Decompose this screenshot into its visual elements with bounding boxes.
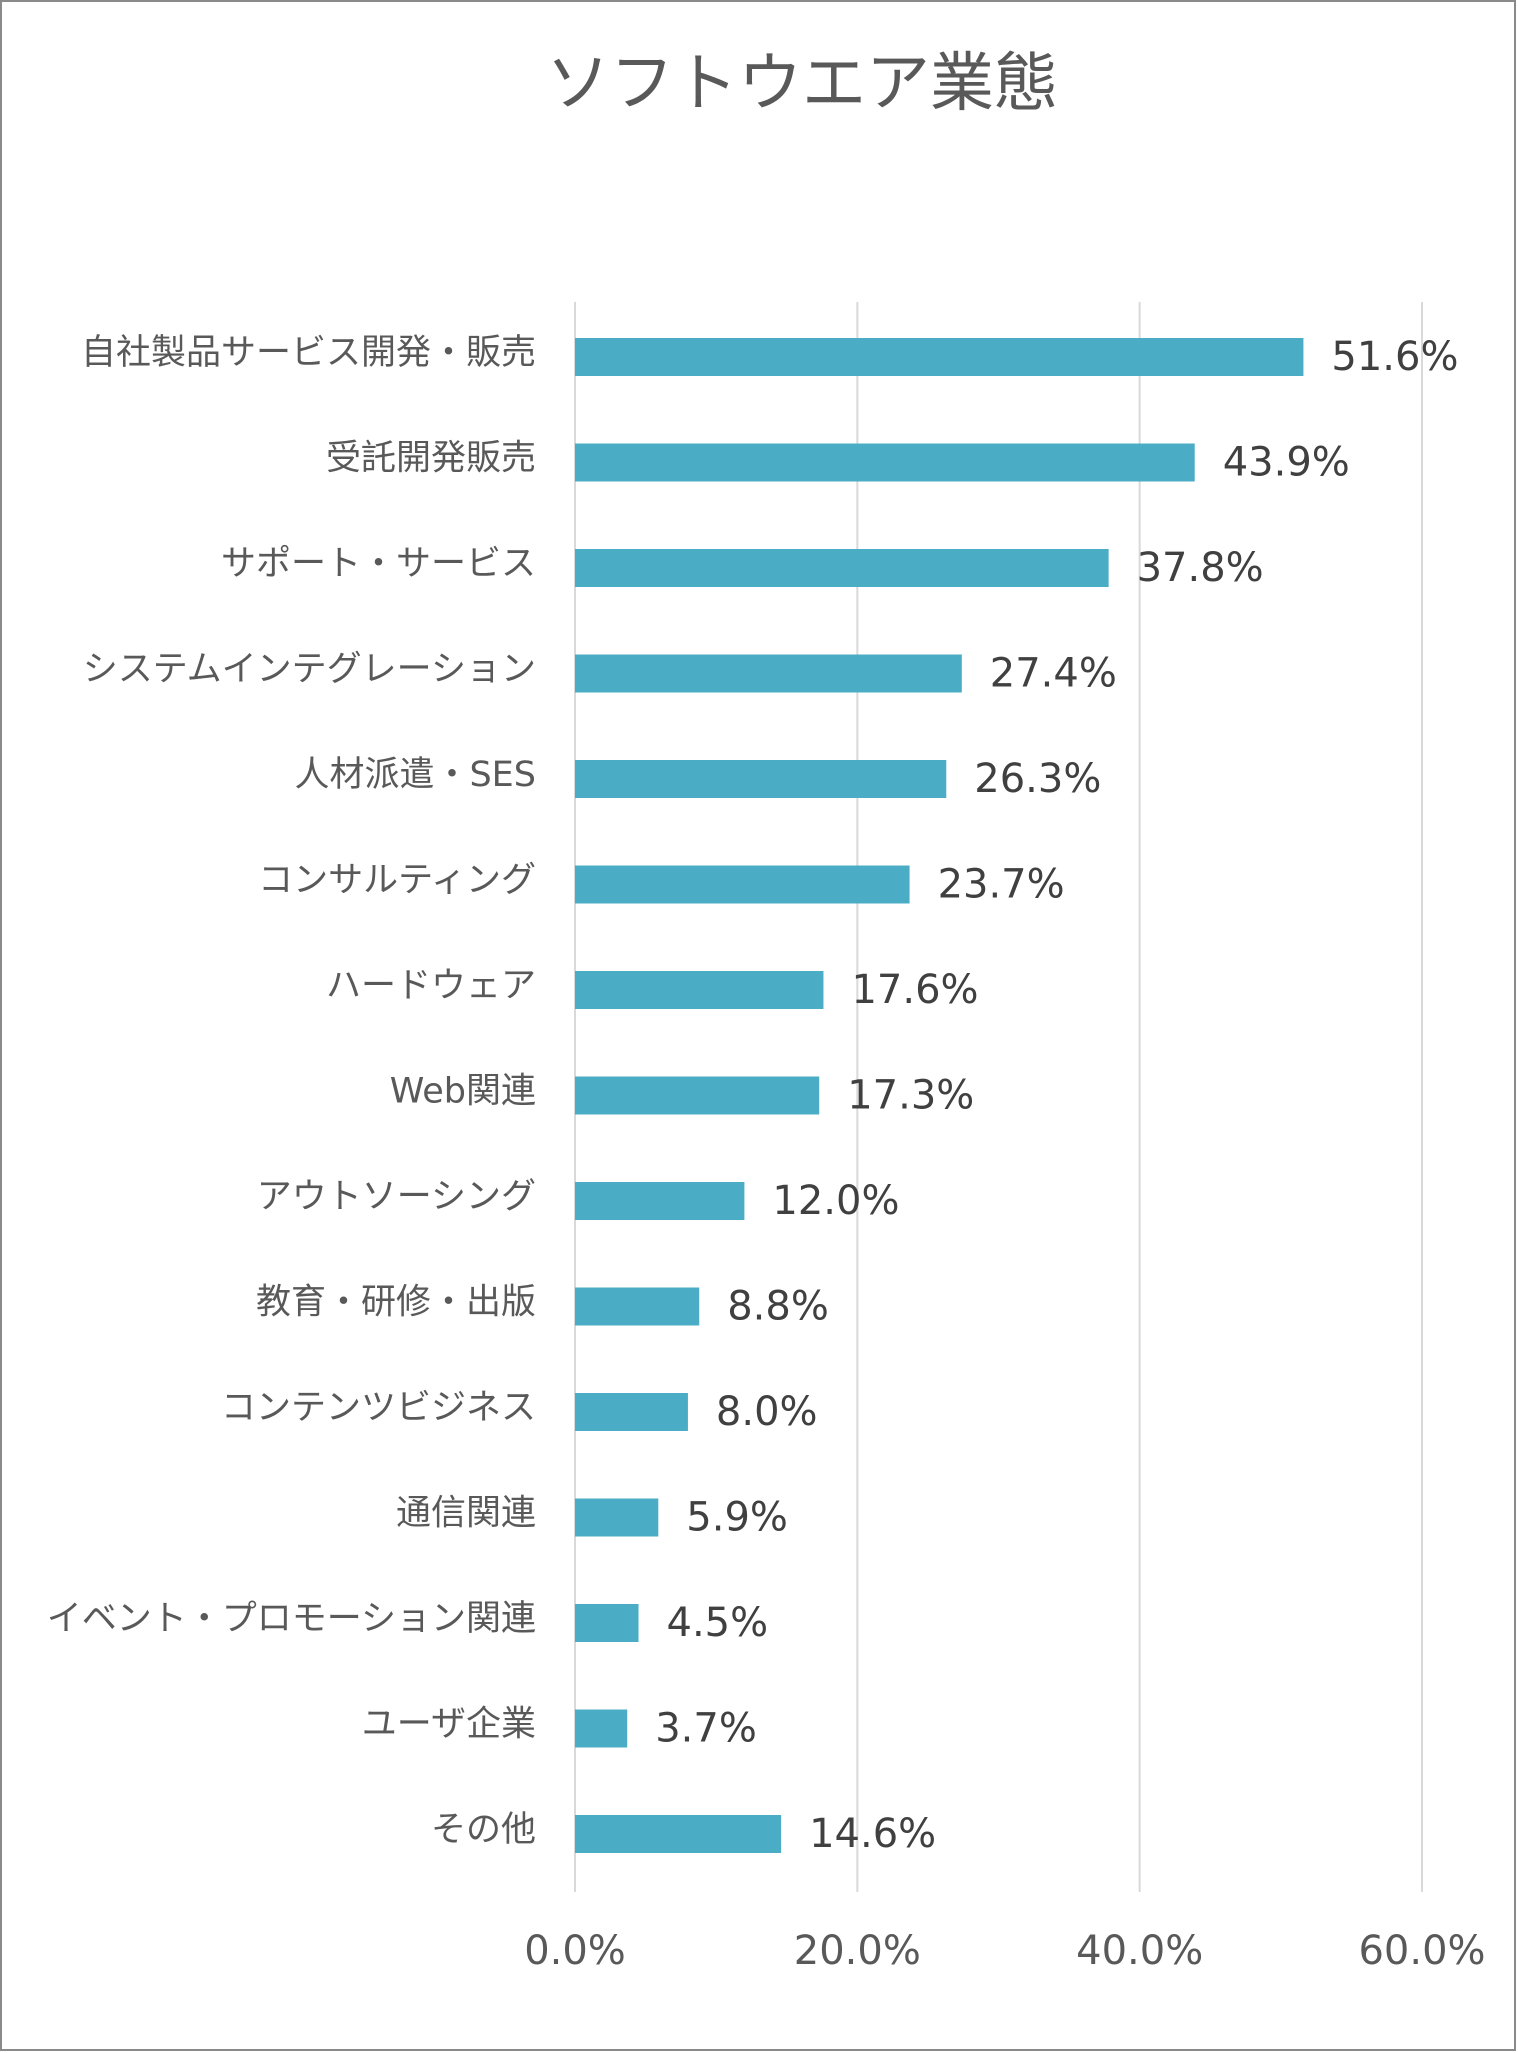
bar [575, 1815, 782, 1853]
chart-title: ソフトウエア業態 [546, 47, 1058, 121]
x-tick-label: 40.0% [1076, 1928, 1203, 1974]
category-labels: 自社製品サービス開発・販売受託開発販売サポート・サービスシステムインテグレーショ… [47, 333, 536, 1850]
value-label: 4.5% [667, 1600, 769, 1646]
bar [575, 338, 1304, 376]
value-label: 26.3% [974, 756, 1101, 802]
bar [575, 1287, 700, 1326]
category-label: Web関連 [390, 1072, 536, 1112]
value-labels: 51.6% 43.9% 37.8% 27.4% 26.3% 23.7% 17.6% 17.3%… [655, 334, 1458, 1857]
category-label: システムインテグレーション [83, 650, 536, 690]
category-label: 人材派遣・SES [294, 755, 536, 795]
category-label: イベント・プロモーション関連 [47, 1599, 536, 1639]
bar [575, 865, 910, 904]
category-label: ハードウェア [326, 966, 536, 1006]
x-axis-tick-labels: 0.0% 20.0% 40.0% 60.0% [524, 1928, 1485, 1974]
value-label: 43.9% [1223, 440, 1350, 486]
value-label: 17.3% [847, 1073, 974, 1119]
bar [575, 1182, 745, 1220]
category-label: アウトソーシング [257, 1177, 536, 1217]
value-label: 37.8% [1137, 545, 1264, 591]
x-tick-label: 60.0% [1358, 1928, 1485, 1974]
bars [575, 338, 1304, 1853]
bar [575, 549, 1109, 587]
x-tick-label: 0.0% [524, 1928, 626, 1974]
category-label: 受託開発販売 [326, 439, 536, 479]
bar [575, 654, 962, 693]
category-label: コンサルティング [258, 861, 536, 901]
value-label: 51.6% [1331, 334, 1458, 380]
bar [575, 1498, 659, 1537]
category-label: 通信関連 [396, 1494, 536, 1534]
value-label: 5.9% [686, 1495, 788, 1541]
value-label: 3.7% [655, 1706, 757, 1752]
category-label: ユーザ企業 [362, 1705, 536, 1745]
bar [575, 443, 1195, 482]
bar [575, 971, 824, 1009]
value-label: 17.6% [851, 967, 978, 1013]
bar [575, 760, 947, 798]
value-label: 27.4% [990, 651, 1117, 697]
value-label: 8.8% [727, 1284, 829, 1330]
category-label: その他 [431, 1810, 536, 1850]
category-label: 自社製品サービス開発・販売 [81, 333, 536, 373]
bar [575, 1076, 820, 1115]
x-tick-label: 20.0% [794, 1928, 921, 1974]
bar [575, 1393, 688, 1431]
bar [575, 1709, 628, 1748]
category-label: コンテンツビジネス [221, 1388, 536, 1428]
value-label: 12.0% [772, 1178, 899, 1224]
category-label: サポート・サービス [221, 544, 536, 584]
value-label: 8.0% [716, 1389, 818, 1435]
bar [575, 1604, 639, 1642]
value-label: 14.6% [809, 1811, 936, 1857]
value-label: 23.7% [938, 862, 1065, 908]
category-label: 教育・研修・出版 [256, 1283, 536, 1323]
